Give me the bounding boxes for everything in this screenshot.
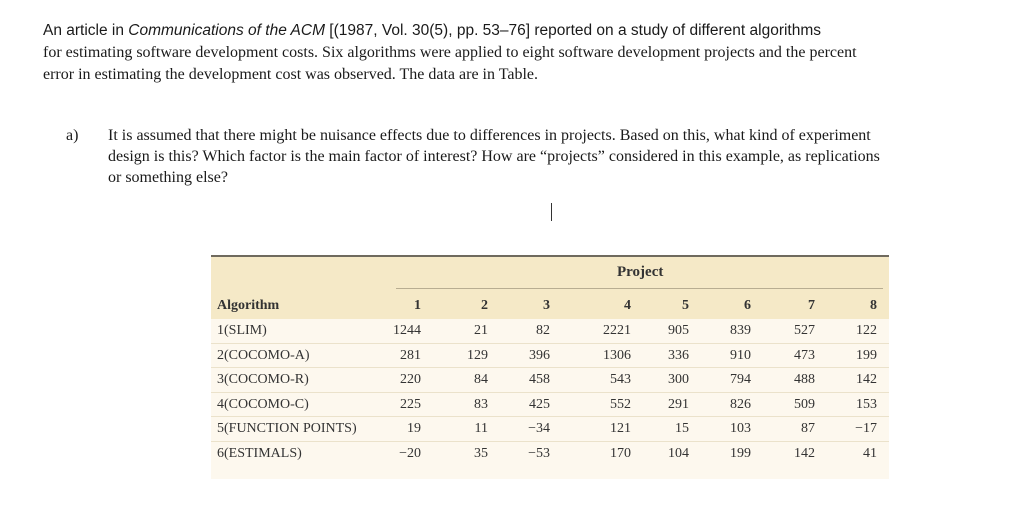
problem-intro: An article in Communications of the ACM … (43, 20, 1003, 86)
algorithm-name: 4(COCOMO-C) (217, 396, 309, 412)
question-marker: a) (66, 127, 79, 144)
table-row: 6(ESTIMALS) −20 35 −53 170 104 199 142 41 (211, 440, 889, 466)
question-line-1: It is assumed that there might be nuisan… (108, 127, 871, 144)
table-row: 5(FUNCTION POINTS) 19 11 −34 121 15 103 87 −17 (211, 416, 889, 441)
table-row: 2(COCOMO-A) 281 129 396 1306 336 910 473 199 (211, 342, 889, 368)
table-row: 1(SLIM) 1244 21 82 2221 905 839 527 122 (211, 319, 889, 343)
algorithm-column-header: Algorithm (217, 298, 280, 313)
error-value-cell: 300 (668, 372, 689, 387)
error-value-cell: 839 (730, 323, 751, 338)
error-value-cell: 129 (467, 347, 488, 363)
intro-line-2: for estimating software development cost… (43, 44, 857, 61)
error-value-cell: 170 (610, 445, 631, 461)
project-column-header: 4 (624, 298, 631, 313)
algorithm-name: 3(COCOMO-R) (217, 372, 309, 387)
error-value-cell: 1306 (603, 347, 631, 363)
error-value-cell: 142 (856, 372, 877, 387)
project-column-header: 2 (481, 298, 488, 313)
error-value-cell: 473 (794, 347, 815, 363)
intro-line-1: An article in Communications of the ACM … (43, 20, 1003, 42)
project-column-header: 3 (543, 298, 550, 313)
text-cursor (551, 203, 552, 221)
algorithm-name: 1(SLIM) (217, 323, 267, 338)
error-value-cell: 910 (730, 347, 751, 363)
intro-suffix: [(1987, Vol. 30(5), pp. 53–76] reported … (325, 22, 822, 39)
error-value-cell: 1244 (393, 323, 421, 338)
error-value-cell: 543 (610, 372, 631, 387)
error-value-cell: 281 (400, 347, 421, 363)
error-value-cell: 121 (610, 421, 631, 436)
project-column-header: 7 (808, 298, 815, 313)
project-group-header: Project (617, 264, 664, 280)
error-value-cell: 142 (794, 445, 815, 461)
intro-line-3: error in estimating the development cost… (43, 66, 539, 83)
table-row: 4(COCOMO-C) 225 83 425 552 291 826 509 153 (211, 391, 889, 417)
error-value-cell: 104 (668, 445, 689, 461)
error-value-cell: 35 (474, 445, 488, 461)
error-value-cell: −17 (855, 421, 877, 436)
error-value-cell: 425 (529, 396, 550, 412)
question-line-3: or something else? (108, 169, 228, 186)
error-value-cell: 2221 (603, 323, 631, 338)
error-value-cell: 552 (610, 396, 631, 412)
error-value-cell: 84 (474, 372, 488, 387)
question-text: It is assumed that there might be nuisan… (108, 125, 880, 188)
project-column-header: 5 (682, 298, 689, 313)
project-column-header: 6 (744, 298, 751, 313)
data-table: Project Algorithm 1 2 3 4 5 6 7 8 1(SLIM) 1244 21… (211, 255, 889, 479)
error-value-cell: −34 (528, 421, 550, 436)
table-row: 3(COCOMO-R) 220 84 458 543 300 794 488 142 (211, 367, 889, 392)
project-column-header: 8 (870, 298, 877, 313)
table-header: Project Algorithm 1 2 3 4 5 6 7 8 (211, 257, 889, 319)
error-value-cell: −20 (399, 445, 421, 461)
error-value-cell: 87 (801, 421, 815, 436)
journal-name: Communications of the ACM (128, 22, 325, 39)
error-value-cell: 396 (529, 347, 550, 363)
error-value-cell: 82 (536, 323, 550, 338)
algorithm-name: 6(ESTIMALS) (217, 445, 302, 461)
column-header-row: Algorithm 1 2 3 4 5 6 7 8 (211, 295, 889, 317)
error-value-cell: 21 (474, 323, 488, 338)
error-value-cell: 509 (794, 396, 815, 412)
project-header-rule (396, 288, 883, 289)
error-value-cell: 336 (668, 347, 689, 363)
error-value-cell: 15 (675, 421, 689, 436)
error-value-cell: 153 (856, 396, 877, 412)
error-value-cell: 488 (794, 372, 815, 387)
error-value-cell: 291 (668, 396, 689, 412)
error-value-cell: 905 (668, 323, 689, 338)
error-value-cell: 220 (400, 372, 421, 387)
algorithm-name: 5(FUNCTION POINTS) (217, 421, 357, 436)
error-value-cell: 826 (730, 396, 751, 412)
table-body: 1(SLIM) 1244 21 82 2221 905 839 527 122 2(COCOMO-… (211, 319, 889, 465)
error-value-cell: 458 (529, 372, 550, 387)
project-column-header: 1 (414, 298, 421, 313)
error-value-cell: 103 (730, 421, 751, 436)
error-value-cell: 83 (474, 396, 488, 412)
error-value-cell: 11 (474, 421, 488, 436)
intro-prefix: An article in (43, 22, 129, 39)
error-value-cell: 225 (400, 396, 421, 412)
error-value-cell: 527 (794, 323, 815, 338)
error-value-cell: 122 (856, 323, 877, 338)
error-value-cell: 794 (730, 372, 751, 387)
question-line-2: design is this? Which factor is the main… (108, 148, 880, 165)
algorithm-name: 2(COCOMO-A) (217, 347, 310, 363)
error-value-cell: −53 (528, 445, 550, 461)
error-value-cell: 199 (730, 445, 751, 461)
error-value-cell: 199 (856, 347, 877, 363)
error-value-cell: 41 (863, 445, 877, 461)
error-value-cell: 19 (407, 421, 421, 436)
